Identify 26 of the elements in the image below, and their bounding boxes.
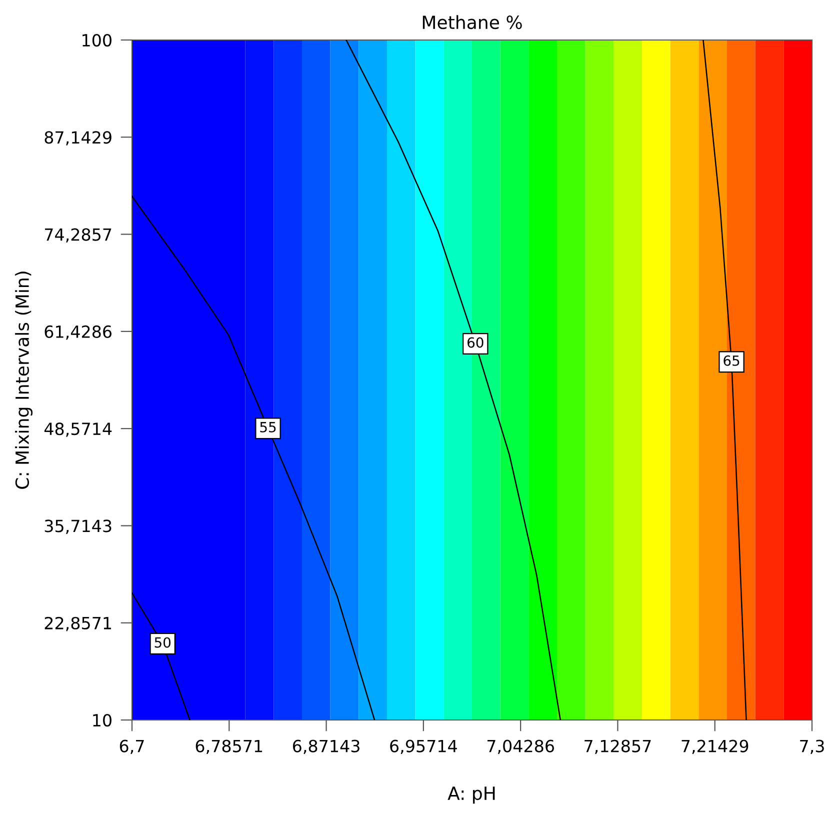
series-label: 55 — [260, 422, 276, 432]
y-tick-label: 87,1429 — [44, 131, 112, 146]
y-tick-label: 61,4286 — [44, 325, 112, 340]
x-tick-label: 6,78571 — [196, 740, 262, 754]
y-tick-label: 35,7143 — [44, 520, 112, 534]
x-axis-title: A: pH — [448, 786, 495, 804]
x-tick-label: 7,04286 — [487, 740, 554, 754]
x-tick-label: 7,12857 — [584, 740, 651, 754]
y-tick-label: 100 — [82, 34, 112, 47]
line-series — [132, 196, 376, 720]
x-tick-label: 6,95714 — [390, 740, 457, 754]
series-label: 60 — [468, 337, 484, 348]
y-tick-label: 22,8571 — [44, 616, 112, 632]
x-tick-label: 7,3 — [800, 740, 824, 754]
x-tick-label: 6,87143 — [292, 740, 360, 754]
series-label: 50 — [154, 637, 171, 648]
series-label: 65 — [724, 355, 740, 366]
y-axis-title: C: Mixing Intervals (Min) — [15, 272, 33, 489]
line-series — [702, 40, 747, 720]
line-series — [346, 40, 562, 720]
x-tick-label: 6,7 — [120, 740, 144, 754]
x-tick-label: 7,21429 — [682, 740, 748, 754]
chart-title: Methane % — [422, 15, 522, 30]
y-tick-label: 48,5714 — [44, 422, 112, 437]
y-tick-label: 74,2857 — [45, 228, 112, 243]
y-tick-label: 10 — [93, 714, 112, 727]
